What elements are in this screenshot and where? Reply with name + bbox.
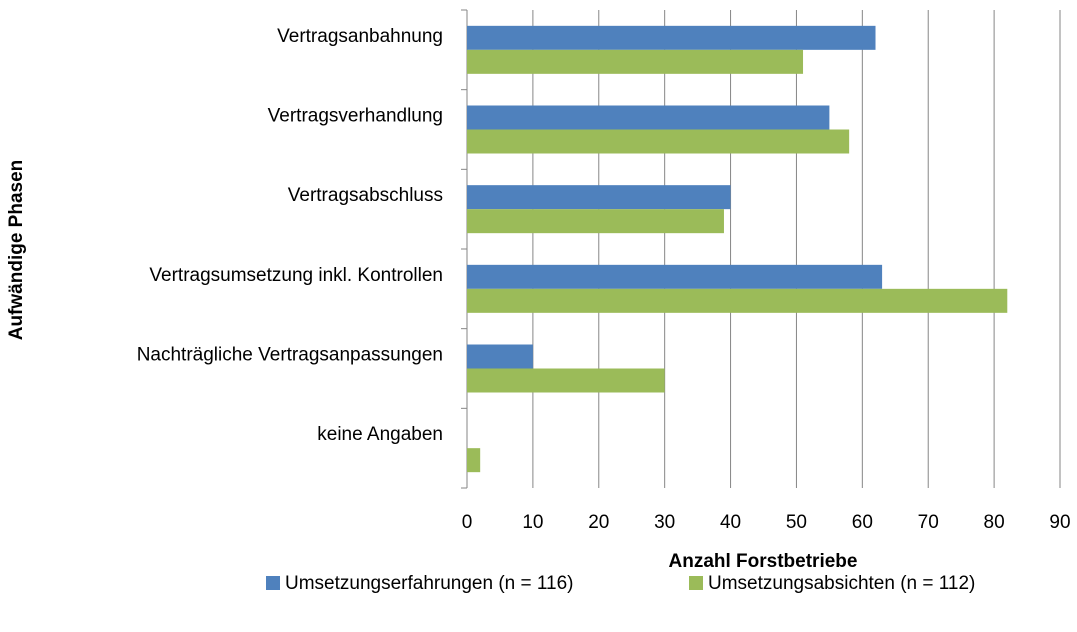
y-tick-label: Vertragsanbahnung [277, 26, 443, 47]
x-tick-label: 50 [786, 512, 807, 533]
bar [467, 288, 1008, 313]
bar [467, 264, 883, 289]
y-tick-label: keine Angaben [317, 424, 443, 445]
x-tick-label: 10 [522, 512, 543, 533]
bar [467, 105, 830, 130]
x-tick-label: 80 [984, 512, 1005, 533]
bar [467, 344, 533, 369]
x-tick-label: 0 [462, 512, 473, 533]
legend-label: Umsetzungsabsichten (n = 112) [708, 573, 975, 594]
x-tick-label: 30 [654, 512, 675, 533]
bar [467, 209, 724, 234]
x-tick-label: 90 [1049, 512, 1070, 533]
bar [467, 368, 665, 393]
y-axis-title: Aufwändige Phasen [6, 160, 27, 341]
bar [467, 448, 481, 473]
y-tick-label: Vertragsumsetzung inkl. Kontrollen [149, 265, 443, 286]
x-tick-label: 20 [588, 512, 609, 533]
x-tick-label: 60 [852, 512, 873, 533]
x-tick-label: 70 [918, 512, 939, 533]
bar [467, 185, 731, 210]
bar [467, 25, 876, 50]
legend-swatch [266, 576, 280, 590]
y-tick-label: Vertragsabschluss [288, 185, 443, 206]
bar [467, 49, 804, 74]
bar [467, 129, 850, 154]
y-tick-label: Vertragsverhandlung [268, 106, 443, 127]
legend-label: Umsetzungserfahrungen (n = 116) [285, 573, 574, 594]
y-tick-label: Nachträgliche Vertragsanpassungen [137, 345, 443, 366]
legend-swatch [689, 576, 703, 590]
x-axis-title: Anzahl Forstbetriebe [669, 551, 858, 572]
x-tick-label: 40 [720, 512, 741, 533]
